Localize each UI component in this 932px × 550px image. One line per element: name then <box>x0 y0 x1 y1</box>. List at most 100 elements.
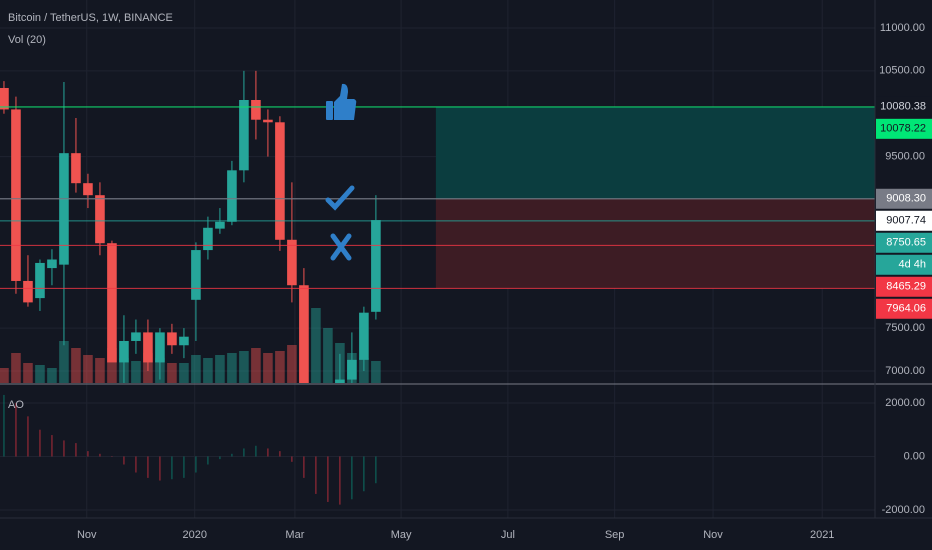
volume-bar <box>23 363 33 383</box>
volume-bar <box>47 368 57 383</box>
y-tick-label: 9500.00 <box>885 151 925 163</box>
candle-body <box>0 87 9 110</box>
ao-bar <box>75 443 77 457</box>
candle-body <box>287 239 297 286</box>
ao-bar <box>135 456 137 473</box>
candle-body <box>275 122 285 240</box>
volume-bar <box>0 368 9 383</box>
ao-bar <box>3 394 5 457</box>
ao-bar <box>99 453 101 457</box>
countdown-label: 4d 4h <box>898 259 926 271</box>
ao-bar <box>267 448 269 457</box>
ao-bar <box>123 456 125 465</box>
ao-bar <box>195 456 197 473</box>
x-tick-label: Mar <box>285 529 304 541</box>
x-icon <box>330 233 352 261</box>
candle-body <box>71 153 81 184</box>
ao-bar <box>351 456 353 500</box>
ao-bar <box>147 456 149 478</box>
axis-labels: 7000.00 7500.00 9500.00 10500.00 11000.00 200… <box>77 22 932 541</box>
candle-body <box>299 285 309 383</box>
candle-body <box>371 220 381 312</box>
candle-body <box>11 109 21 281</box>
ao-bar <box>339 456 341 505</box>
level-label-bg <box>876 232 932 253</box>
candle-body <box>179 336 189 346</box>
candle-body <box>131 332 141 341</box>
volume-bar <box>83 355 93 383</box>
ao-bar <box>303 456 305 478</box>
x-tick-label: 2020 <box>182 529 206 541</box>
candle-body <box>335 379 345 383</box>
ao-bar <box>219 456 221 460</box>
zones <box>435 106 875 289</box>
candle-body <box>227 170 237 222</box>
level-label: 10080.38 <box>880 101 926 113</box>
ao-bar <box>87 451 89 457</box>
candle-body <box>263 119 273 123</box>
level-label: 7964.06 <box>886 303 926 315</box>
ao-label: AO <box>8 399 24 411</box>
candles <box>0 70 381 383</box>
ao-bar <box>315 456 317 494</box>
volume-bar <box>275 351 285 383</box>
ao-bar <box>255 445 257 457</box>
x-tick-label: Nov <box>703 529 723 541</box>
volume-bar <box>287 345 297 383</box>
x-tick-label: Nov <box>77 529 97 541</box>
candle-body <box>359 312 369 360</box>
volume-bar <box>59 341 69 383</box>
level-label-bg <box>876 276 932 297</box>
candle-body <box>59 153 69 265</box>
countdown-bg <box>876 254 932 275</box>
ao-bar <box>207 456 209 465</box>
check-icon <box>325 185 355 211</box>
volume-bar <box>179 363 189 383</box>
ao-bar <box>327 456 329 502</box>
volume-bar <box>371 361 381 383</box>
y-tick-label: 7500.00 <box>885 322 925 334</box>
volume-bar <box>35 365 45 383</box>
y-tick-label: 11000.00 <box>880 22 925 34</box>
candle-body <box>167 332 177 346</box>
volume-bar <box>311 308 321 383</box>
candle-body <box>203 227 213 251</box>
volume-bar <box>239 351 249 383</box>
candle-body <box>35 262 45 299</box>
x-tick-label: 2021 <box>810 529 834 541</box>
y-tick-label: 10500.00 <box>879 65 925 77</box>
ao-bar <box>363 456 365 492</box>
candle-body <box>23 280 33 303</box>
volume-label: Vol (20) <box>8 34 46 46</box>
x-tick-label: Sep <box>605 529 625 541</box>
volume-bar <box>191 355 201 383</box>
ao-bar <box>15 402 17 457</box>
candle-body <box>215 221 225 229</box>
candle-body <box>251 99 261 120</box>
candle-body <box>47 259 57 269</box>
ao-histogram <box>3 394 377 505</box>
level-label-bg <box>876 298 932 319</box>
x-tick-label: May <box>391 529 412 541</box>
y-tick-label: 7000.00 <box>885 365 925 377</box>
volume-bar <box>167 363 177 383</box>
ao-bar <box>63 440 65 457</box>
volume-bar <box>95 358 105 383</box>
volume-bar <box>107 348 117 383</box>
candle-body <box>155 332 165 363</box>
candle-body <box>347 359 357 380</box>
ao-bar <box>39 429 41 457</box>
volume-bar <box>263 353 273 383</box>
candle-body <box>107 243 117 363</box>
ao-bar <box>51 435 53 457</box>
ao-bar <box>183 456 185 478</box>
ao-bar <box>159 456 161 481</box>
ao-tick-label: 2000.00 <box>885 397 925 409</box>
ao-tick-label: 0.00 <box>904 450 925 462</box>
volume-bar <box>227 353 237 383</box>
thumbs-up-icon <box>326 83 357 120</box>
chart-title: Bitcoin / TetherUS, 1W, BINANCE <box>8 12 173 24</box>
level-label-bg <box>876 118 932 139</box>
